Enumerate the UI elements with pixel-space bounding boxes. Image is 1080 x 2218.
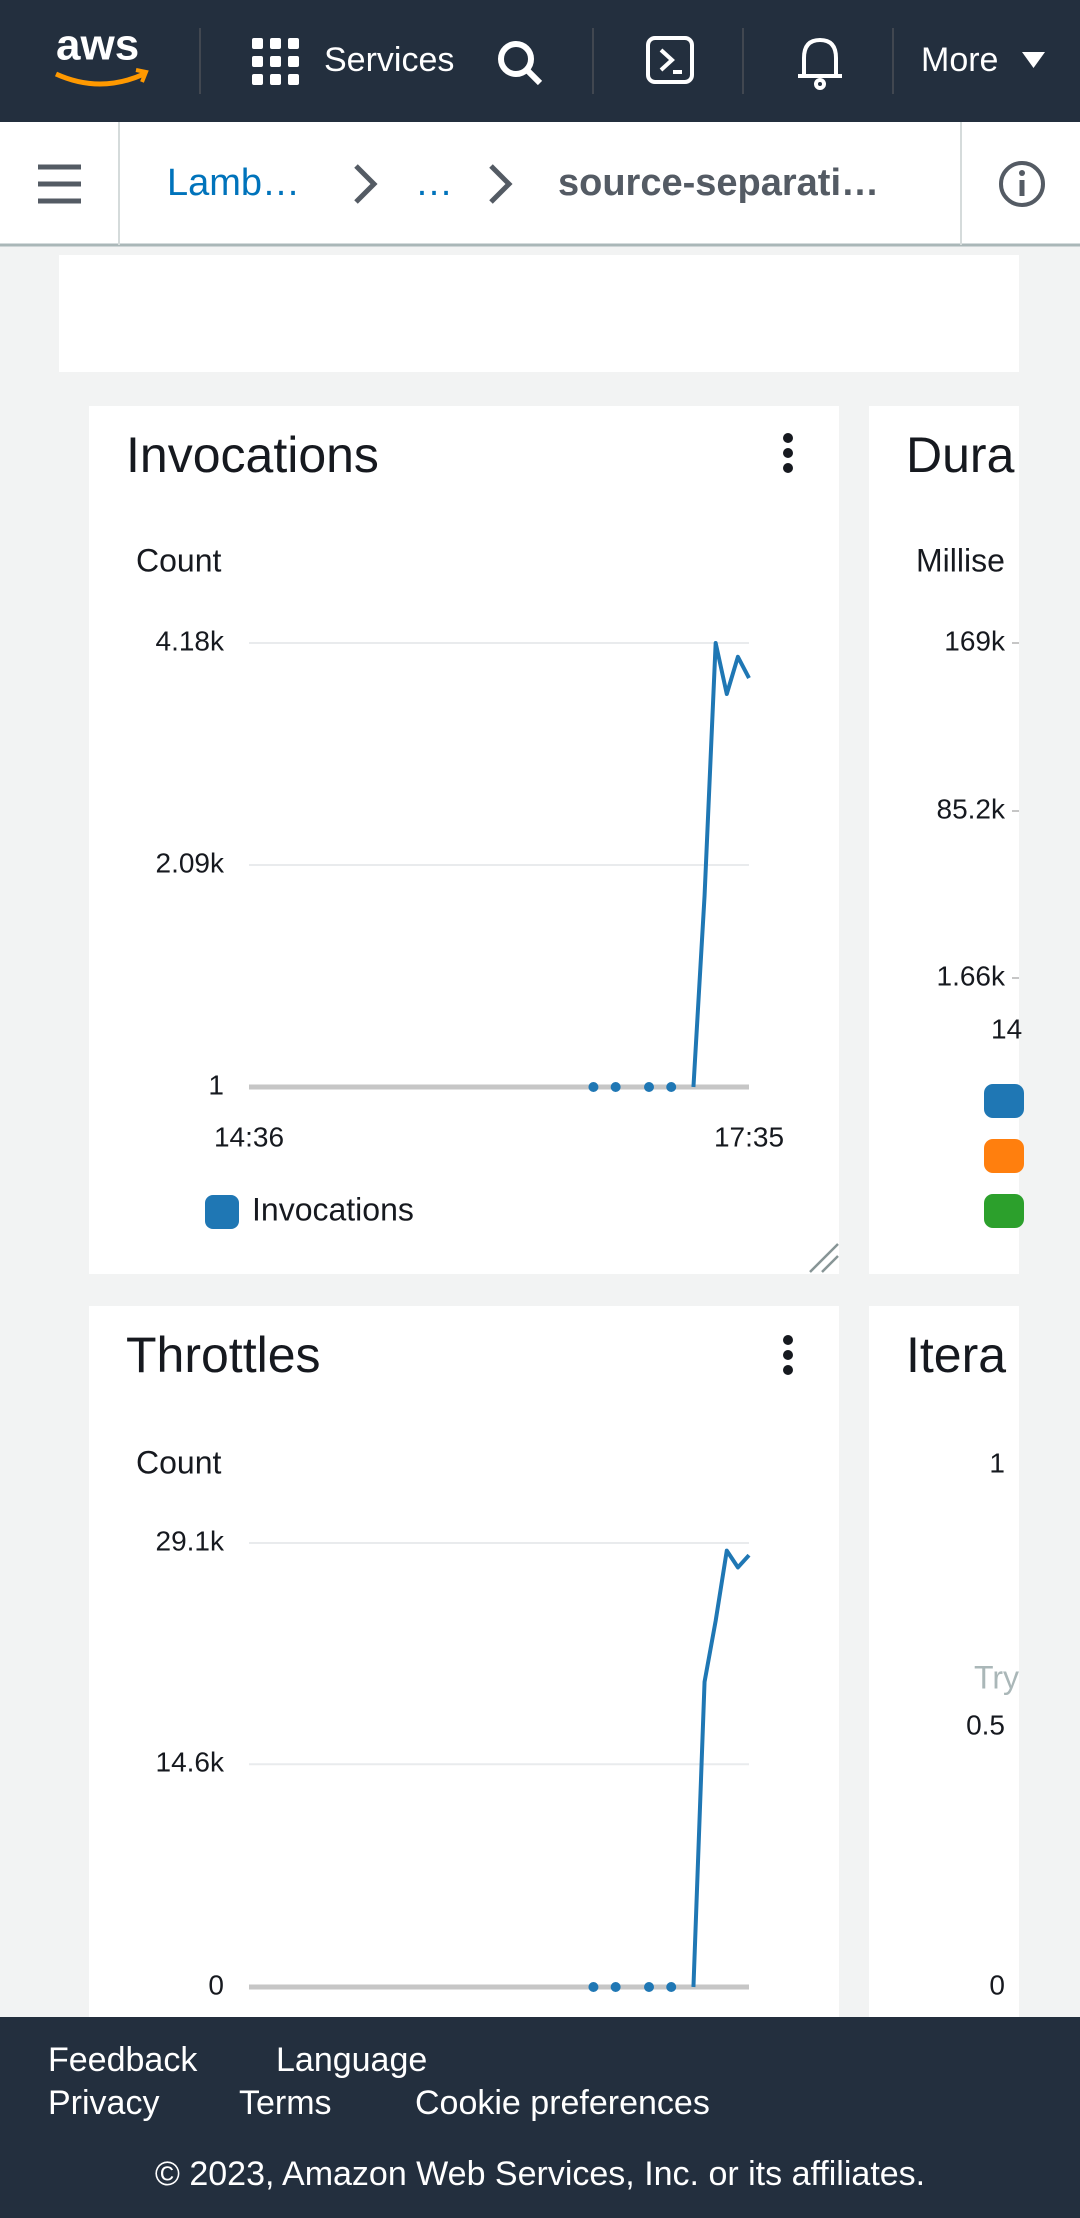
- breadcrumb-chevron: [354, 164, 378, 204]
- breadcrumb-link[interactable]: Lamb…: [167, 162, 300, 204]
- widget-menu[interactable]: [783, 1335, 793, 1375]
- series-line: [691, 1548, 751, 1988]
- logo[interactable]: aws: [56, 21, 139, 70]
- tick-label: 1: [989, 1447, 1005, 1478]
- tick-marks: [1012, 642, 1019, 979]
- footer-link[interactable]: Language: [276, 2041, 427, 2079]
- widget-title: Itera: [906, 1327, 1006, 1383]
- data-point: [588, 1982, 599, 1992]
- charts: Invocations Count 1 2.09k 4.18k Invocations 14…: [126, 427, 784, 2000]
- footer-link[interactable]: Terms: [239, 2084, 332, 2122]
- services-link[interactable]: Services: [324, 41, 454, 79]
- menu-button[interactable]: [38, 164, 81, 204]
- breadcrumb-current: source-separati…: [558, 162, 879, 204]
- data-point: [610, 1082, 621, 1092]
- y-tick-label: 2.09k: [156, 847, 225, 878]
- widget-card: [869, 1306, 1019, 2066]
- dropdown-arrow: [1022, 52, 1045, 68]
- widget-title: Throttles: [126, 1327, 321, 1383]
- tick-label: 169k: [944, 625, 1006, 656]
- tick-label: 85.2k: [937, 793, 1006, 824]
- data-point: [666, 1982, 677, 1992]
- widget-title: Invocations: [126, 427, 379, 483]
- footer-link[interactable]: Cookie preferences: [415, 2084, 710, 2122]
- resize-handle[interactable]: [809, 1243, 839, 1273]
- legend-swatch: [984, 1139, 1024, 1173]
- data-point: [610, 1982, 621, 1992]
- data-point: [588, 1082, 599, 1092]
- more-menu[interactable]: More: [921, 41, 998, 79]
- search-icon[interactable]: [498, 41, 543, 86]
- y-tick-label: 0: [208, 1969, 224, 2000]
- widget-menu[interactable]: [783, 433, 793, 473]
- x-tick-label: 17:35: [714, 1121, 784, 1152]
- legend-swatch: [984, 1084, 1024, 1118]
- y-tick-label: 14.6k: [156, 1747, 225, 1778]
- legend-swatch: [984, 1194, 1024, 1228]
- y-tick-label: 29.1k: [156, 1525, 225, 1556]
- tick-label: 1.66k: [937, 960, 1006, 991]
- cloudshell-icon[interactable]: [646, 36, 694, 84]
- top-bar: [0, 0, 1080, 122]
- breadcrumb-bar: [0, 122, 1080, 245]
- axis-label: Millise: [916, 542, 1005, 578]
- series-line: [691, 641, 751, 1088]
- hint-text: Try: [974, 1659, 1019, 1695]
- y-tick-label: 4.18k: [156, 625, 225, 656]
- breadcrumb-chevron: [489, 164, 513, 204]
- data-point: [666, 1082, 677, 1092]
- widget-title: Dura: [906, 427, 1015, 483]
- tick-label: 0.5: [966, 1709, 1005, 1740]
- breadcrumb-link[interactable]: …: [415, 162, 453, 204]
- axis-label: Count: [136, 1444, 222, 1480]
- copyright: © 2023, Amazon Web Services, Inc. or its…: [155, 2155, 925, 2193]
- panel: [59, 255, 1019, 372]
- y-tick-label: 1: [208, 1069, 224, 1100]
- data-point: [644, 1082, 654, 1092]
- x-tick-label: 14:36: [214, 1121, 284, 1152]
- legend-label: Invocations: [252, 1191, 414, 1227]
- x-tick-label: 14: [991, 1013, 1022, 1044]
- footer-link[interactable]: Privacy: [48, 2084, 159, 2122]
- data-point: [644, 1982, 654, 1992]
- widget-card: [89, 1306, 839, 2066]
- legend-swatch: [205, 1195, 239, 1229]
- services-icon[interactable]: [252, 38, 299, 85]
- logo-smile: [54, 71, 146, 87]
- notifications-icon[interactable]: [798, 37, 842, 90]
- footer: [0, 2017, 1080, 2218]
- logo-arrow: [135, 68, 149, 83]
- widget-card: [869, 406, 1019, 1274]
- separators: [199, 28, 894, 94]
- footer-link[interactable]: Feedback: [48, 2041, 198, 2079]
- legend: [984, 1084, 1024, 1228]
- axis-label: Count: [136, 542, 222, 578]
- tick-label: 0: [989, 1969, 1005, 2000]
- widget-card: [89, 406, 839, 1274]
- info-icon[interactable]: [999, 161, 1045, 207]
